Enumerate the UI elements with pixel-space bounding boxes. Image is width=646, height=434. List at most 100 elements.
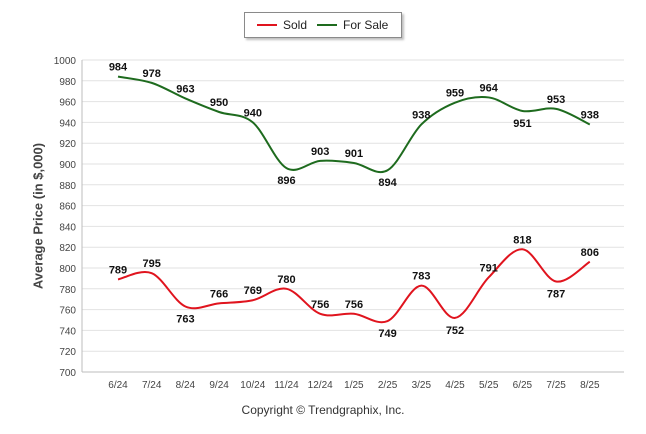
data-point-for-sale [319, 159, 322, 162]
data-point-sold [521, 248, 524, 251]
data-label-for-sale: 978 [143, 68, 161, 80]
x-tick-label: 2/25 [378, 380, 398, 391]
x-tick-label: 3/25 [412, 380, 432, 391]
y-tick-label: 820 [59, 243, 76, 254]
data-label-for-sale: 963 [176, 83, 194, 95]
data-label-sold: 806 [581, 247, 599, 259]
data-point-sold [386, 320, 389, 323]
data-label-sold: 752 [446, 325, 464, 337]
legend-swatch-for-sale [317, 24, 337, 26]
data-point-sold [218, 302, 221, 305]
y-tick-label: 780 [59, 285, 76, 296]
data-label-for-sale: 903 [311, 146, 329, 158]
data-point-sold [251, 299, 254, 302]
legend-swatch-sold [257, 24, 277, 26]
data-label-sold: 749 [378, 328, 396, 340]
data-point-sold [454, 316, 457, 319]
data-point-sold [588, 260, 591, 263]
x-tick-label: 4/25 [445, 380, 465, 391]
data-point-for-sale [352, 161, 355, 164]
y-tick-label: 920 [59, 139, 76, 150]
data-labels: 789 795 763 766 769 780 756 756 749 783 752 791 818 7… [109, 62, 599, 340]
data-point-for-sale [588, 123, 591, 126]
x-tick-label: 6/25 [513, 380, 533, 391]
y-axis-title: Average Price (in $,000) [30, 142, 46, 290]
data-label-sold: 783 [412, 271, 430, 283]
series-lines [117, 75, 591, 324]
data-point-for-sale [251, 121, 254, 124]
y-tick-label: 880 [59, 181, 76, 192]
data-label-for-sale: 953 [547, 94, 565, 106]
x-tick-label: 8/24 [176, 380, 196, 391]
data-label-sold: 818 [513, 234, 531, 246]
data-point-for-sale [184, 97, 187, 100]
legend: Sold For Sale [244, 12, 402, 38]
data-label-for-sale: 894 [378, 177, 397, 189]
y-tick-label: 900 [59, 160, 76, 171]
data-point-sold [420, 284, 423, 287]
data-label-for-sale: 940 [244, 107, 262, 119]
data-point-for-sale [117, 75, 120, 78]
data-label-sold: 795 [143, 258, 161, 270]
copyright-credit: Copyright © Trendgraphix, Inc. [241, 403, 405, 417]
y-tick-label: 700 [59, 368, 76, 379]
legend-label-sold: Sold [283, 18, 308, 32]
data-label-for-sale: 901 [345, 148, 363, 160]
x-tick-label: 1/25 [344, 380, 364, 391]
x-tick-label: 12/24 [308, 380, 333, 391]
legend-label-for-sale: For Sale [343, 18, 389, 32]
data-point-for-sale [218, 111, 221, 114]
y-tick-label: 940 [59, 118, 76, 129]
data-label-sold: 766 [210, 288, 228, 300]
axes: 700 720 740 760 780 800 820 840 860 880 900 920 940 9… [54, 56, 624, 391]
data-point-sold [487, 276, 490, 279]
data-point-for-sale [487, 96, 490, 99]
x-tick-label: 11/24 [274, 380, 299, 391]
y-tick-label: 800 [59, 264, 76, 275]
x-tick-label: 10/24 [240, 380, 265, 391]
y-tick-label: 860 [59, 202, 76, 213]
data-label-for-sale: 984 [109, 62, 128, 74]
grid-lines [82, 59, 624, 373]
data-point-for-sale [454, 101, 457, 104]
data-point-sold [352, 312, 355, 315]
data-label-sold: 756 [311, 299, 329, 311]
data-label-sold: 769 [244, 285, 262, 297]
data-label-sold: 791 [480, 262, 498, 274]
y-tick-label: 1000 [54, 56, 77, 67]
x-tick-label: 9/24 [209, 380, 229, 391]
data-label-for-sale: 938 [581, 109, 599, 121]
data-label-for-sale: 951 [513, 118, 531, 130]
series-line-sold [117, 248, 591, 324]
data-point-for-sale [285, 167, 288, 170]
x-tick-label: 7/25 [546, 380, 566, 391]
legend-item-sold[interactable]: Sold [257, 18, 307, 32]
legend-item-for-sale[interactable]: For Sale [317, 18, 388, 32]
data-point-sold [117, 278, 120, 281]
y-tick-label: 980 [59, 77, 76, 88]
y-tick-label: 720 [59, 347, 76, 358]
series-line-for-sale [117, 75, 591, 174]
data-point-sold [150, 272, 153, 275]
y-tick-label: 960 [59, 98, 76, 109]
data-label-for-sale: 964 [480, 82, 499, 94]
y-tick-label: 840 [59, 222, 76, 233]
data-label-sold: 787 [547, 289, 565, 301]
data-label-sold: 780 [277, 274, 295, 286]
data-label-sold: 763 [176, 313, 194, 325]
data-point-sold [319, 312, 322, 315]
data-label-for-sale: 938 [412, 109, 430, 121]
data-label-for-sale: 896 [277, 175, 295, 187]
data-point-sold [555, 280, 558, 283]
data-point-for-sale [521, 109, 524, 112]
data-point-for-sale [420, 123, 423, 126]
data-label-for-sale: 959 [446, 88, 464, 100]
x-tick-label: 7/24 [142, 380, 162, 391]
x-tick-label: 6/24 [108, 380, 128, 391]
data-point-sold [184, 305, 187, 308]
x-tick-label: 5/25 [479, 380, 499, 391]
data-point-for-sale [555, 107, 558, 110]
y-tick-label: 740 [59, 326, 76, 337]
y-tick-label: 760 [59, 306, 76, 317]
